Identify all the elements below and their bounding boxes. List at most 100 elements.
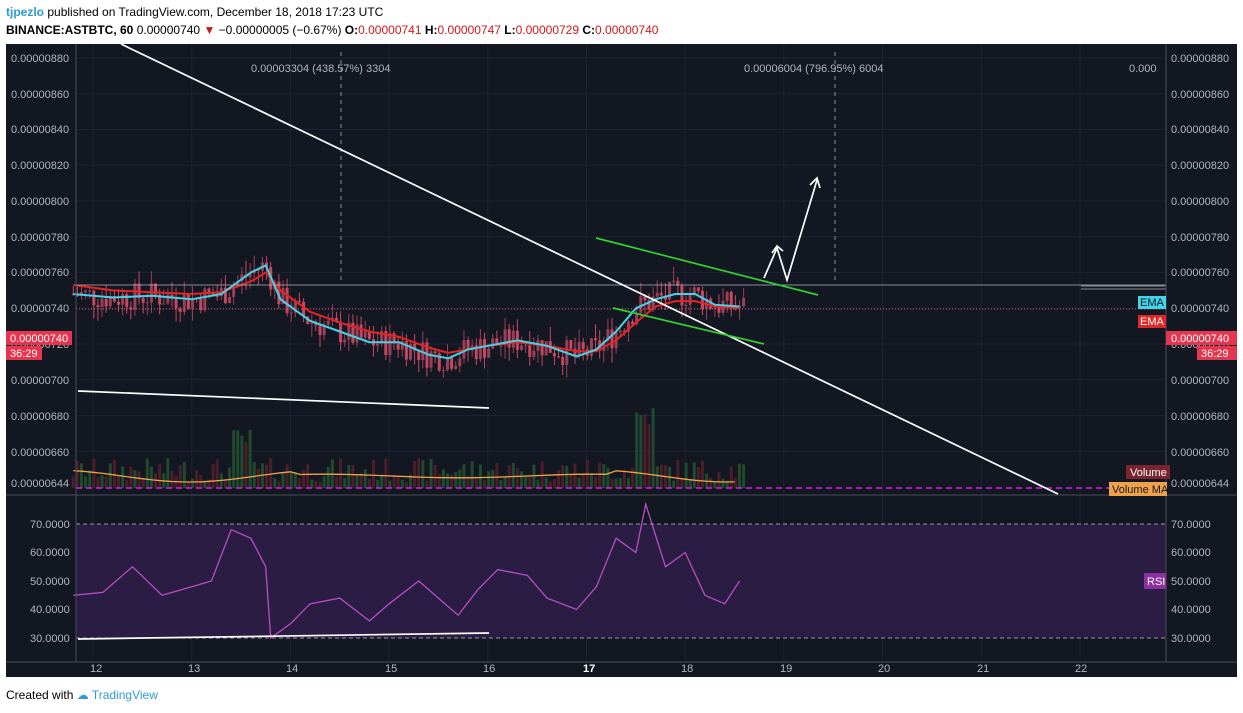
volume-bar: [371, 459, 375, 488]
candle-body: [557, 356, 561, 358]
candle-body: [573, 348, 577, 356]
date-label: 18: [681, 663, 693, 675]
price-label: 0.00000800: [1171, 196, 1229, 208]
volume-bar: [351, 464, 355, 488]
downtrend-line[interactable]: [120, 44, 1059, 495]
rsi-axis-left[interactable]: 70.0000 60.0000 50.0000 40.0000 30.0000: [30, 519, 70, 645]
volume-bar: [631, 467, 635, 488]
volume-bar: [413, 461, 417, 488]
volume-bar: [273, 477, 277, 488]
support-line[interactable]: [77, 390, 490, 409]
candle-body: [191, 298, 195, 309]
channel-upper-line[interactable]: [595, 237, 819, 296]
rsi-axis-right[interactable]: 70.0000 60.0000 50.0000 40.0000 30.0000 …: [1144, 519, 1211, 645]
volume-bar: [104, 476, 108, 488]
volume-bar: [552, 479, 556, 488]
volume-bar: [75, 460, 79, 488]
candle-body: [392, 333, 396, 344]
volume-bar: [573, 463, 577, 488]
volume-bar: [614, 478, 618, 488]
volume-bar: [339, 458, 343, 488]
candle-body: [388, 333, 392, 356]
candle-body: [347, 322, 351, 340]
current-price-text: 0.00000740: [1171, 333, 1229, 345]
volume-bar: [178, 465, 182, 488]
right-price-axis[interactable]: 0.00000880 0.00000860 0.00000840 0.00000…: [1109, 53, 1237, 496]
volume-bar: [293, 471, 297, 488]
price-label: 0.00000700: [11, 375, 69, 387]
ema-slow-tag-text: EMA: [1140, 316, 1165, 328]
date-label: 20: [878, 663, 890, 675]
volume-bar: [285, 464, 289, 488]
candle-body: [125, 294, 129, 308]
volume-bar: [536, 479, 540, 488]
volume-bar: [725, 480, 729, 488]
candle-body: [552, 352, 556, 357]
volume-bar: [602, 463, 606, 488]
volume-bar: [306, 464, 310, 488]
price-chart-svg[interactable]: 0.00003304 (438.57%) 3304 0.00006004 (79…: [6, 44, 1237, 677]
candle-body: [483, 339, 487, 358]
volume-bar: [717, 472, 721, 488]
volume-bar: [733, 477, 737, 488]
tradingview-logo[interactable]: ☁ TradingView: [76, 688, 158, 702]
channel-lower-line[interactable]: [612, 307, 765, 345]
rsi-trend-line[interactable]: [77, 632, 490, 640]
volume-bar: [182, 462, 186, 488]
date-label: 19: [780, 663, 792, 675]
candle-body: [618, 330, 622, 333]
candle-body: [503, 329, 507, 346]
candle-body: [211, 292, 215, 297]
ema-fast-tag: [1138, 296, 1166, 309]
rsi-label: 30.0000: [30, 633, 70, 645]
candle-body: [672, 280, 676, 282]
volume-bar: [297, 478, 301, 488]
volume-bar: [125, 479, 129, 488]
volume-bar: [458, 469, 462, 488]
volume-bar: [626, 477, 630, 488]
candle-body: [277, 281, 281, 305]
date-label: 13: [188, 663, 200, 675]
volume-bar: [709, 477, 713, 488]
volume-bar: [363, 469, 367, 488]
left-price-axis[interactable]: 0.00000880 0.00000860 0.00000840 0.00000…: [6, 53, 72, 490]
candle-body: [88, 290, 92, 292]
candle-body: [116, 301, 120, 305]
candle-body: [729, 292, 733, 309]
volume-bar: [548, 481, 552, 488]
rsi-label: 70.0000: [30, 519, 70, 531]
price-label: 0.00000880: [1171, 53, 1229, 65]
volume-bar: [466, 475, 470, 488]
volume-bar: [318, 481, 322, 488]
time-axis[interactable]: 12 13 14 15 16 17 18 19 20 21 22: [90, 663, 1087, 675]
candle-body: [334, 317, 338, 322]
volume-bar: [322, 476, 326, 488]
grid: [76, 44, 1166, 662]
rsi-label: 40.0000: [1171, 604, 1211, 616]
volume-bar: [445, 473, 449, 488]
high-label: H:: [424, 23, 438, 37]
volume-ma-tag: [1109, 482, 1167, 496]
candle-body: [207, 288, 211, 293]
volume-bar: [647, 424, 651, 488]
candle-body: [248, 273, 252, 278]
volume-bar: [450, 474, 454, 488]
volume-bar: [729, 466, 733, 488]
low-value: 0.00000729: [515, 23, 580, 37]
arrowhead-icon: [771, 244, 784, 254]
volume-bar: [244, 442, 248, 488]
volume-bar: [203, 481, 207, 488]
measure-label-3: 0.000: [1129, 63, 1157, 75]
candle-body: [441, 370, 445, 372]
volume-bar: [696, 467, 700, 488]
volume-bar: [417, 458, 421, 488]
candle-body: [544, 341, 548, 356]
author-name[interactable]: tjpezlo: [6, 5, 44, 19]
candle-body: [162, 303, 166, 305]
candle-body: [445, 357, 449, 371]
close-label: C:: [582, 23, 596, 37]
volume-bar: [528, 476, 532, 488]
rsi-tag: [1144, 573, 1166, 589]
chart-area[interactable]: 0.00003304 (438.57%) 3304 0.00006004 (79…: [6, 44, 1237, 677]
volume-bar: [478, 464, 482, 488]
